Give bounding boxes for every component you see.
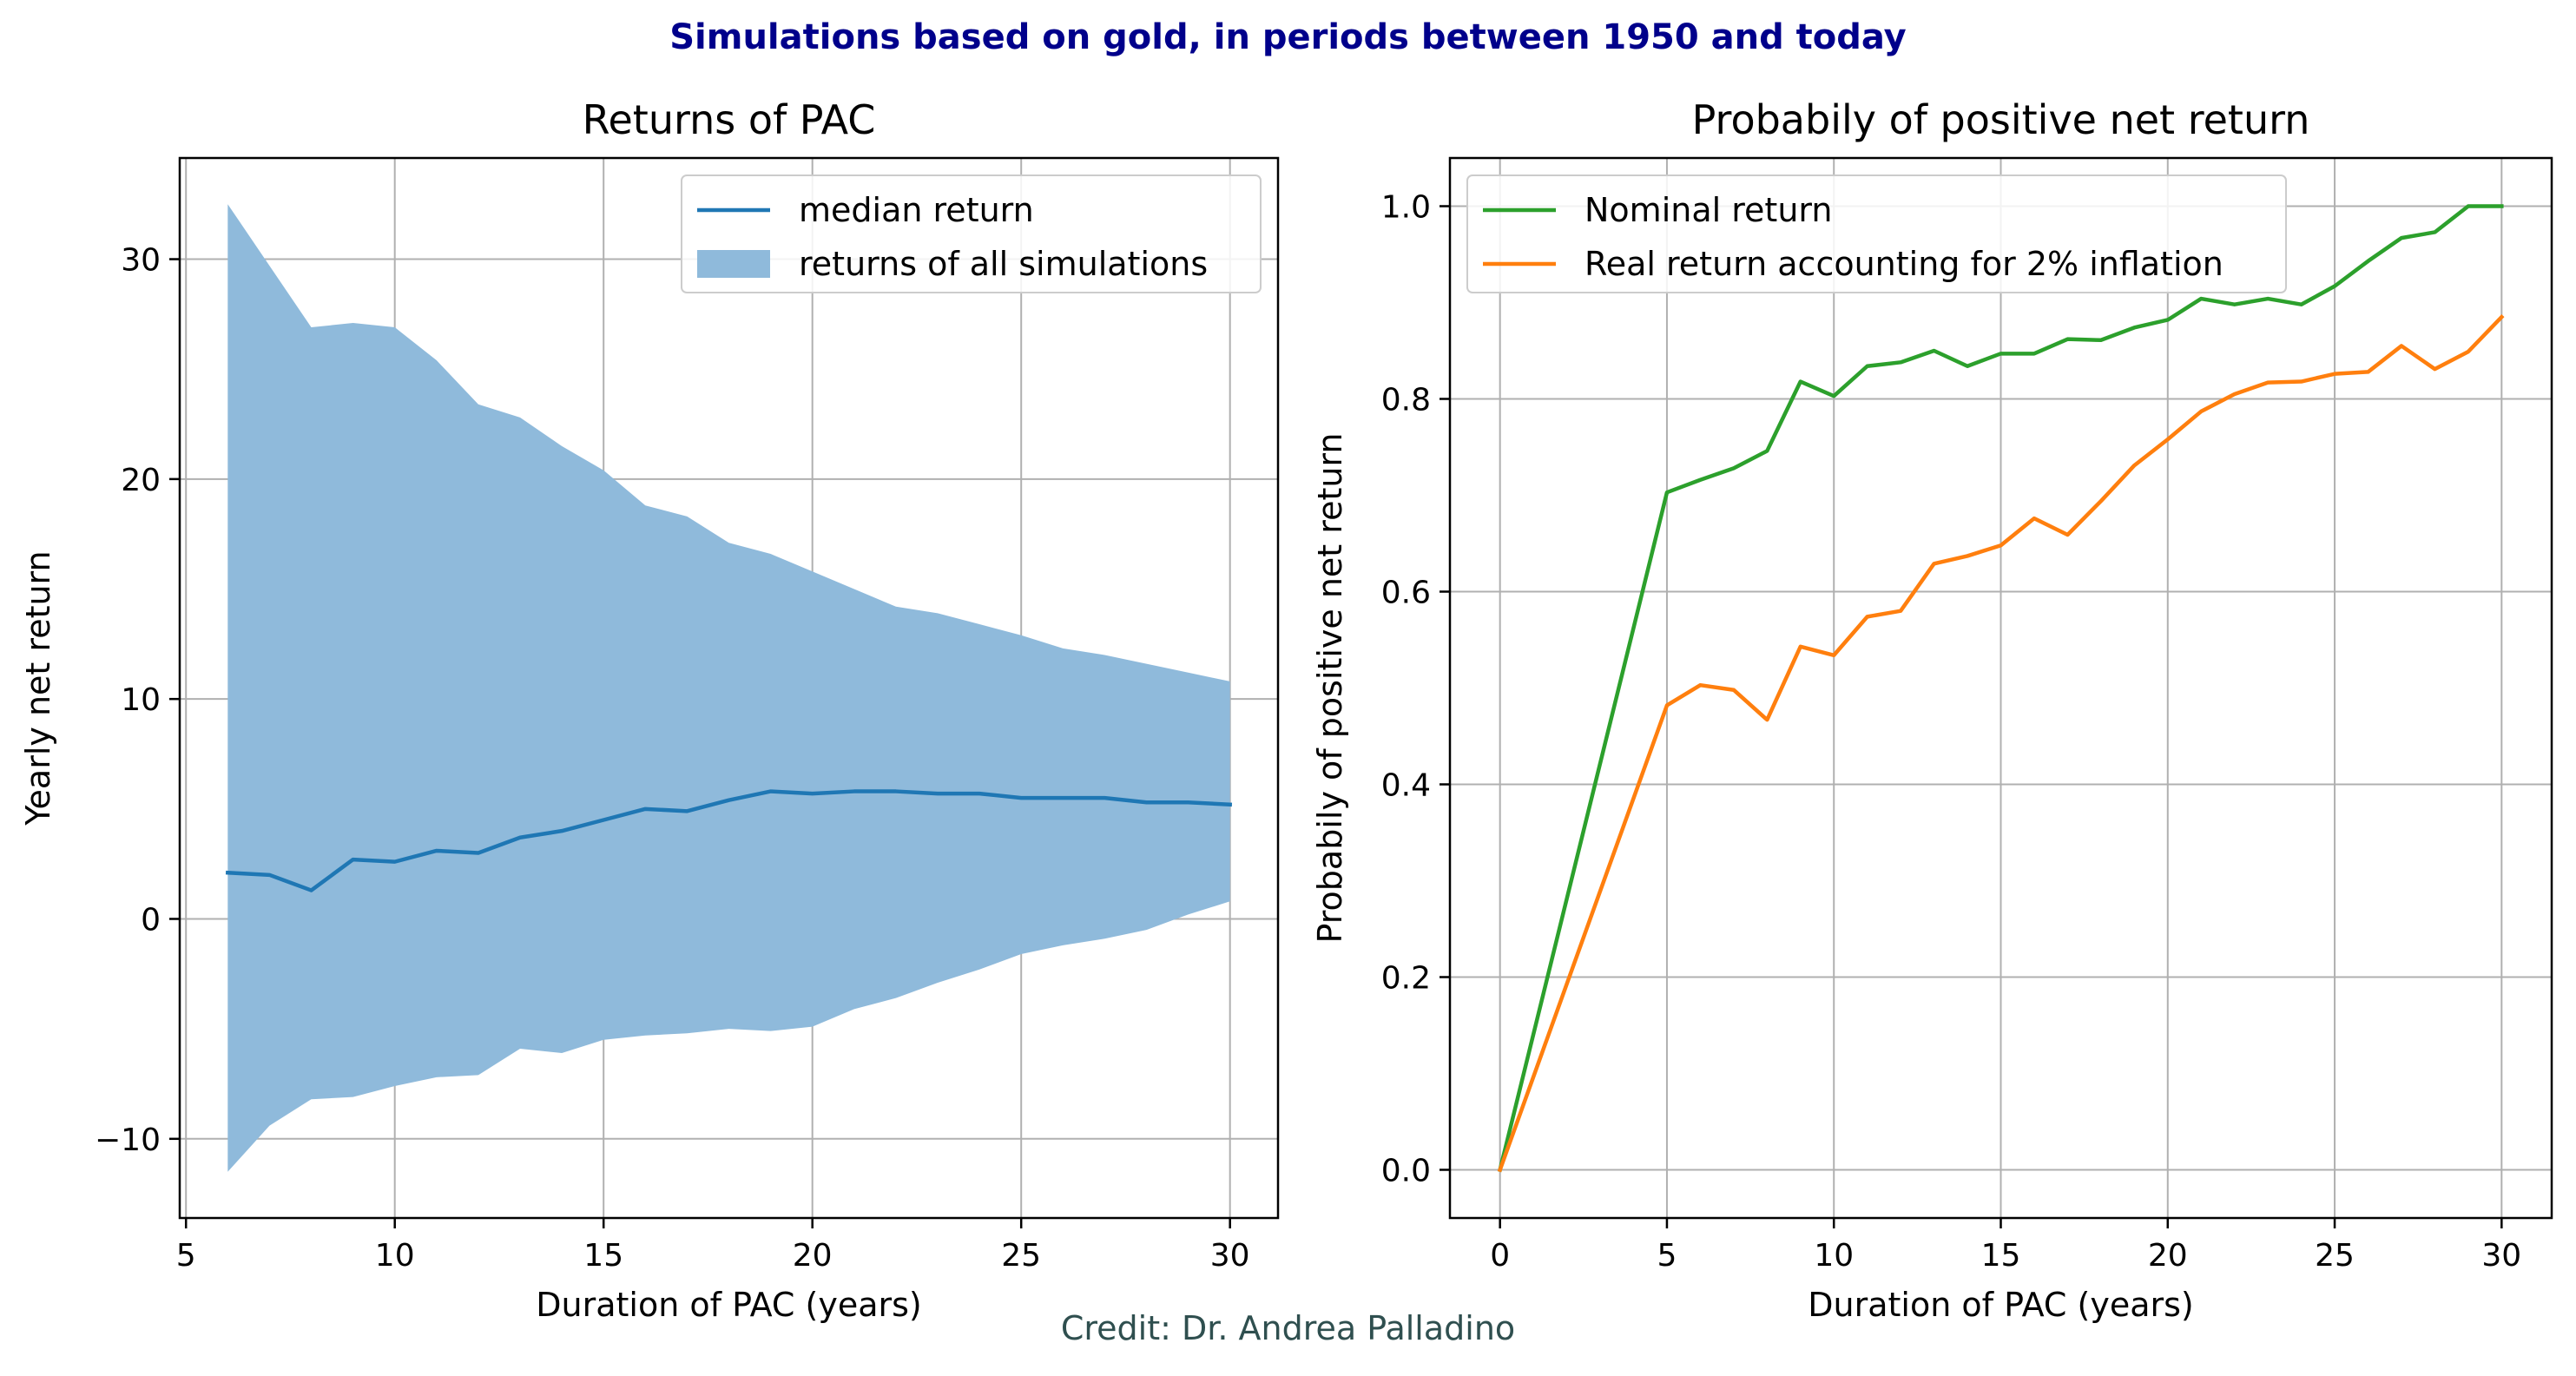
- y-tick-label: 30: [121, 243, 161, 279]
- legend-label: returns of all simulations: [799, 245, 1208, 283]
- y-tick-label: 1.0: [1381, 190, 1431, 226]
- legend-box: [681, 174, 1262, 293]
- x-tick-label: 20: [2148, 1238, 2188, 1274]
- y-axis-label: Probabily of positive net return: [1311, 433, 1349, 944]
- x-tick-label: 5: [176, 1238, 196, 1274]
- legend: median return returns of all simulations: [681, 174, 1262, 293]
- x-axis-label: Duration of PAC (years): [536, 1286, 921, 1324]
- axes-frame: [178, 156, 1280, 1220]
- x-tick-label: 15: [583, 1238, 623, 1274]
- legend-label: Real return accounting for 2% inflation: [1584, 245, 2224, 283]
- x-tick-label: 10: [1814, 1238, 1854, 1274]
- series-line-nominal-return: [1497, 204, 2504, 1173]
- legend-swatch: [697, 250, 770, 278]
- y-tick-label: 0.0: [1381, 1154, 1431, 1189]
- y-tick-label: 20: [121, 463, 161, 498]
- y-tick-label: 10: [121, 682, 161, 718]
- y-tick-label: 0.2: [1381, 961, 1431, 997]
- x-tick-label: 0: [1490, 1238, 1510, 1274]
- y-tick-label: 0: [141, 902, 161, 938]
- legend-box: [1466, 174, 2287, 293]
- x-tick-label: 15: [1981, 1238, 2021, 1274]
- x-axis-label: Duration of PAC (years): [1808, 1286, 2193, 1324]
- chart-panel-2: 0 5 10 15 20 25 30 0.0 0.2 0.4 0.6 0.8 1.0 Probabily …: [1311, 96, 2553, 1324]
- x-tick-label: 25: [2315, 1238, 2355, 1274]
- y-axis-label: Yearly net return: [19, 550, 57, 826]
- chart-title: Probabily of positive net return: [1692, 96, 2310, 143]
- x-tick-label: 30: [1210, 1238, 1250, 1274]
- x-tick-label: 30: [2481, 1238, 2521, 1274]
- y-tick-label: 0.4: [1381, 768, 1431, 804]
- y-tick-label: 0.6: [1381, 576, 1431, 611]
- x-tick-label: 25: [1001, 1238, 1041, 1274]
- x-tick-label: 5: [1657, 1238, 1677, 1274]
- legend-label: median return: [799, 191, 1034, 229]
- band-returns-of-all-simulations: [227, 204, 1230, 1172]
- chart-panel-1: 5 10 15 20 25 30 −10 0 10 20 30 Returns of PAC Durat…: [19, 96, 1280, 1324]
- series-line-real-return-accounting-for-2-inflation: [1497, 313, 2505, 1173]
- chart-title: Returns of PAC: [583, 96, 876, 143]
- series-line-median-return: [225, 789, 1233, 892]
- credit-text: Credit: Dr. Andrea Palladino: [1060, 1309, 1516, 1347]
- x-tick-label: 20: [793, 1238, 833, 1274]
- x-tick-label: 10: [375, 1238, 415, 1274]
- figure-suptitle: Simulations based on gold, in periods be…: [669, 17, 1907, 57]
- y-tick-label: 0.8: [1381, 383, 1431, 418]
- legend-label: Nominal return: [1584, 191, 1832, 229]
- y-tick-label: −10: [95, 1123, 161, 1158]
- legend: Nominal return Real return accounting for…: [1466, 174, 2287, 293]
